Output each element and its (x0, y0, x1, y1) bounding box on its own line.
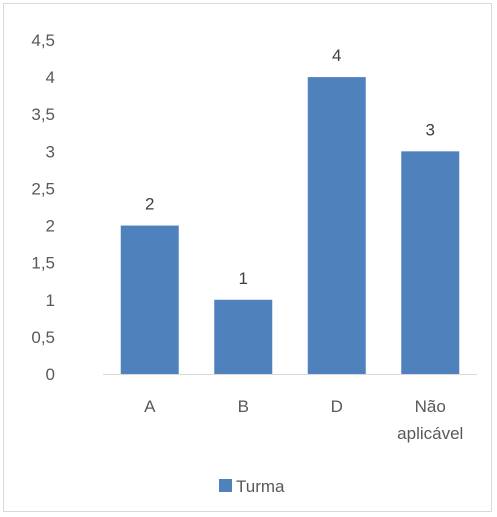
x-axis-tick-labels: A B D Não aplicável (144, 397, 463, 443)
x-tick-label: A (144, 397, 156, 416)
legend: Turma (219, 477, 285, 496)
y-tick-label: 0 (46, 365, 55, 384)
bars (120, 77, 460, 374)
data-labels: 2 1 4 3 (145, 46, 435, 288)
bar (214, 299, 273, 374)
legend-swatch (219, 479, 232, 492)
y-tick-label: 1,5 (31, 254, 55, 273)
data-label: 4 (332, 46, 341, 65)
legend-label: Turma (236, 477, 285, 496)
y-tick-label: 1 (46, 291, 55, 310)
y-tick-label: 3 (46, 142, 55, 161)
y-tick-label: 2,5 (31, 179, 55, 198)
data-label: 1 (239, 269, 248, 288)
y-tick-label: 0,5 (31, 328, 55, 347)
y-tick-label: 3,5 (31, 105, 55, 124)
bar (120, 225, 179, 374)
x-tick-label: B (238, 397, 249, 416)
x-tick-label: D (331, 397, 343, 416)
y-tick-label: 2 (46, 217, 55, 236)
data-label: 3 (426, 120, 435, 139)
y-tick-label: 4 (46, 68, 55, 87)
bar (307, 77, 366, 374)
y-tick-label: 4,5 (31, 31, 55, 50)
bar (401, 151, 460, 374)
y-axis-tick-labels: 0 0,5 1 1,5 2 2,5 3 3,5 4 4,5 (31, 31, 55, 384)
data-label: 2 (145, 195, 154, 214)
x-tick-label: Não aplicável (397, 397, 463, 443)
